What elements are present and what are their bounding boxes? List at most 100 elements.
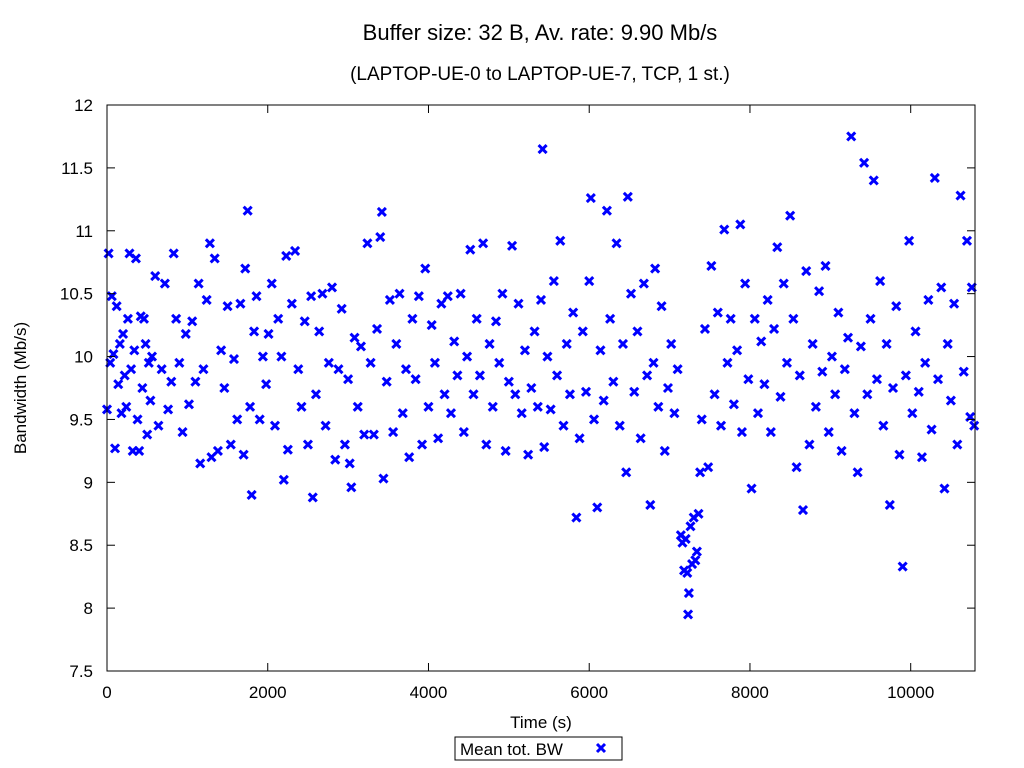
data-point [690,555,701,566]
data-point [810,401,821,412]
data-point [126,364,137,375]
data-point [653,401,664,412]
data-point [568,307,579,318]
data-point [878,420,889,431]
data-point [355,341,367,352]
data-point [669,408,680,419]
y-tick-label: 10.5 [60,285,93,304]
data-point [384,294,395,306]
data-point [585,193,596,204]
data-point [735,219,746,230]
data-point [209,253,220,264]
data-point [261,379,272,390]
data-point [344,458,355,469]
data-point [868,175,879,186]
data-point [286,298,297,309]
y-tick-label: 9.5 [69,410,93,429]
y-axis-label: Bandwidth (Mb/s) [11,322,30,454]
data-point [352,401,363,412]
data-point [695,467,706,478]
y-tick-label: 10 [74,348,93,367]
data-point [516,408,527,419]
data-point [458,426,469,438]
data-point [320,420,331,431]
data-point [513,298,524,309]
plot-frame [106,104,976,672]
data-point [916,452,928,463]
data-point [709,389,720,400]
data-point [183,399,195,410]
data-point [732,345,743,356]
data-point [371,323,383,334]
data-point [376,206,387,217]
data-point [712,307,723,318]
data-point [765,426,776,438]
y-tick-label: 8 [84,599,93,618]
data-point [423,401,434,412]
data-point [235,298,246,309]
data-point [174,357,185,368]
data-point [913,386,924,397]
data-point [266,278,277,289]
data-point [846,131,857,142]
data-point [725,313,736,324]
data-point [113,379,124,390]
data-point [461,351,473,362]
data-point [137,382,148,394]
data-point [598,395,609,406]
data-point [293,364,304,375]
data-point [855,341,866,352]
data-point [558,420,569,431]
data-point [622,191,633,202]
data-point [685,521,696,532]
data-point [378,473,389,484]
data-point [269,420,281,431]
data-point [820,260,831,272]
data-point [929,172,940,184]
data-point [302,439,313,450]
data-point [801,265,812,277]
data-point [629,386,640,397]
data-point [852,467,863,478]
x-axis-label: Time (s) [510,713,572,732]
data-point [201,294,212,306]
data-point [642,370,653,381]
data-point [307,492,318,503]
data-point [605,313,616,324]
data-point [539,442,550,453]
data-point [238,449,249,460]
data-point [778,278,789,289]
data-point [871,374,883,385]
data-point [772,242,783,253]
data-point [715,420,727,431]
data-point [507,240,518,251]
data-point [696,414,707,425]
data-point [571,512,582,523]
data-point [365,357,376,368]
x-tick-label: 10000 [887,683,934,702]
data-point [388,426,399,438]
data-point [249,326,260,337]
data-point [481,439,492,450]
data-point [775,391,786,402]
data-points [101,131,980,620]
chart-title: Buffer size: 32 B, Av. rate: 9.90 Mb/s [363,20,718,45]
data-point [180,328,191,339]
legend-marker-x [595,742,607,754]
data-point [785,210,796,221]
data-point [314,326,325,337]
data-point [662,382,674,394]
data-point [317,288,328,299]
data-point [740,278,751,289]
data-point [171,313,182,324]
data-point [650,263,661,274]
data-point [833,307,844,318]
data-point [537,143,548,155]
data-point [150,270,161,282]
data-point [410,374,421,385]
y-tick-label: 12 [74,96,93,115]
data-point [407,313,418,324]
data-point [122,313,133,324]
data-point [683,609,694,620]
legend: Mean tot. BW [454,736,623,761]
